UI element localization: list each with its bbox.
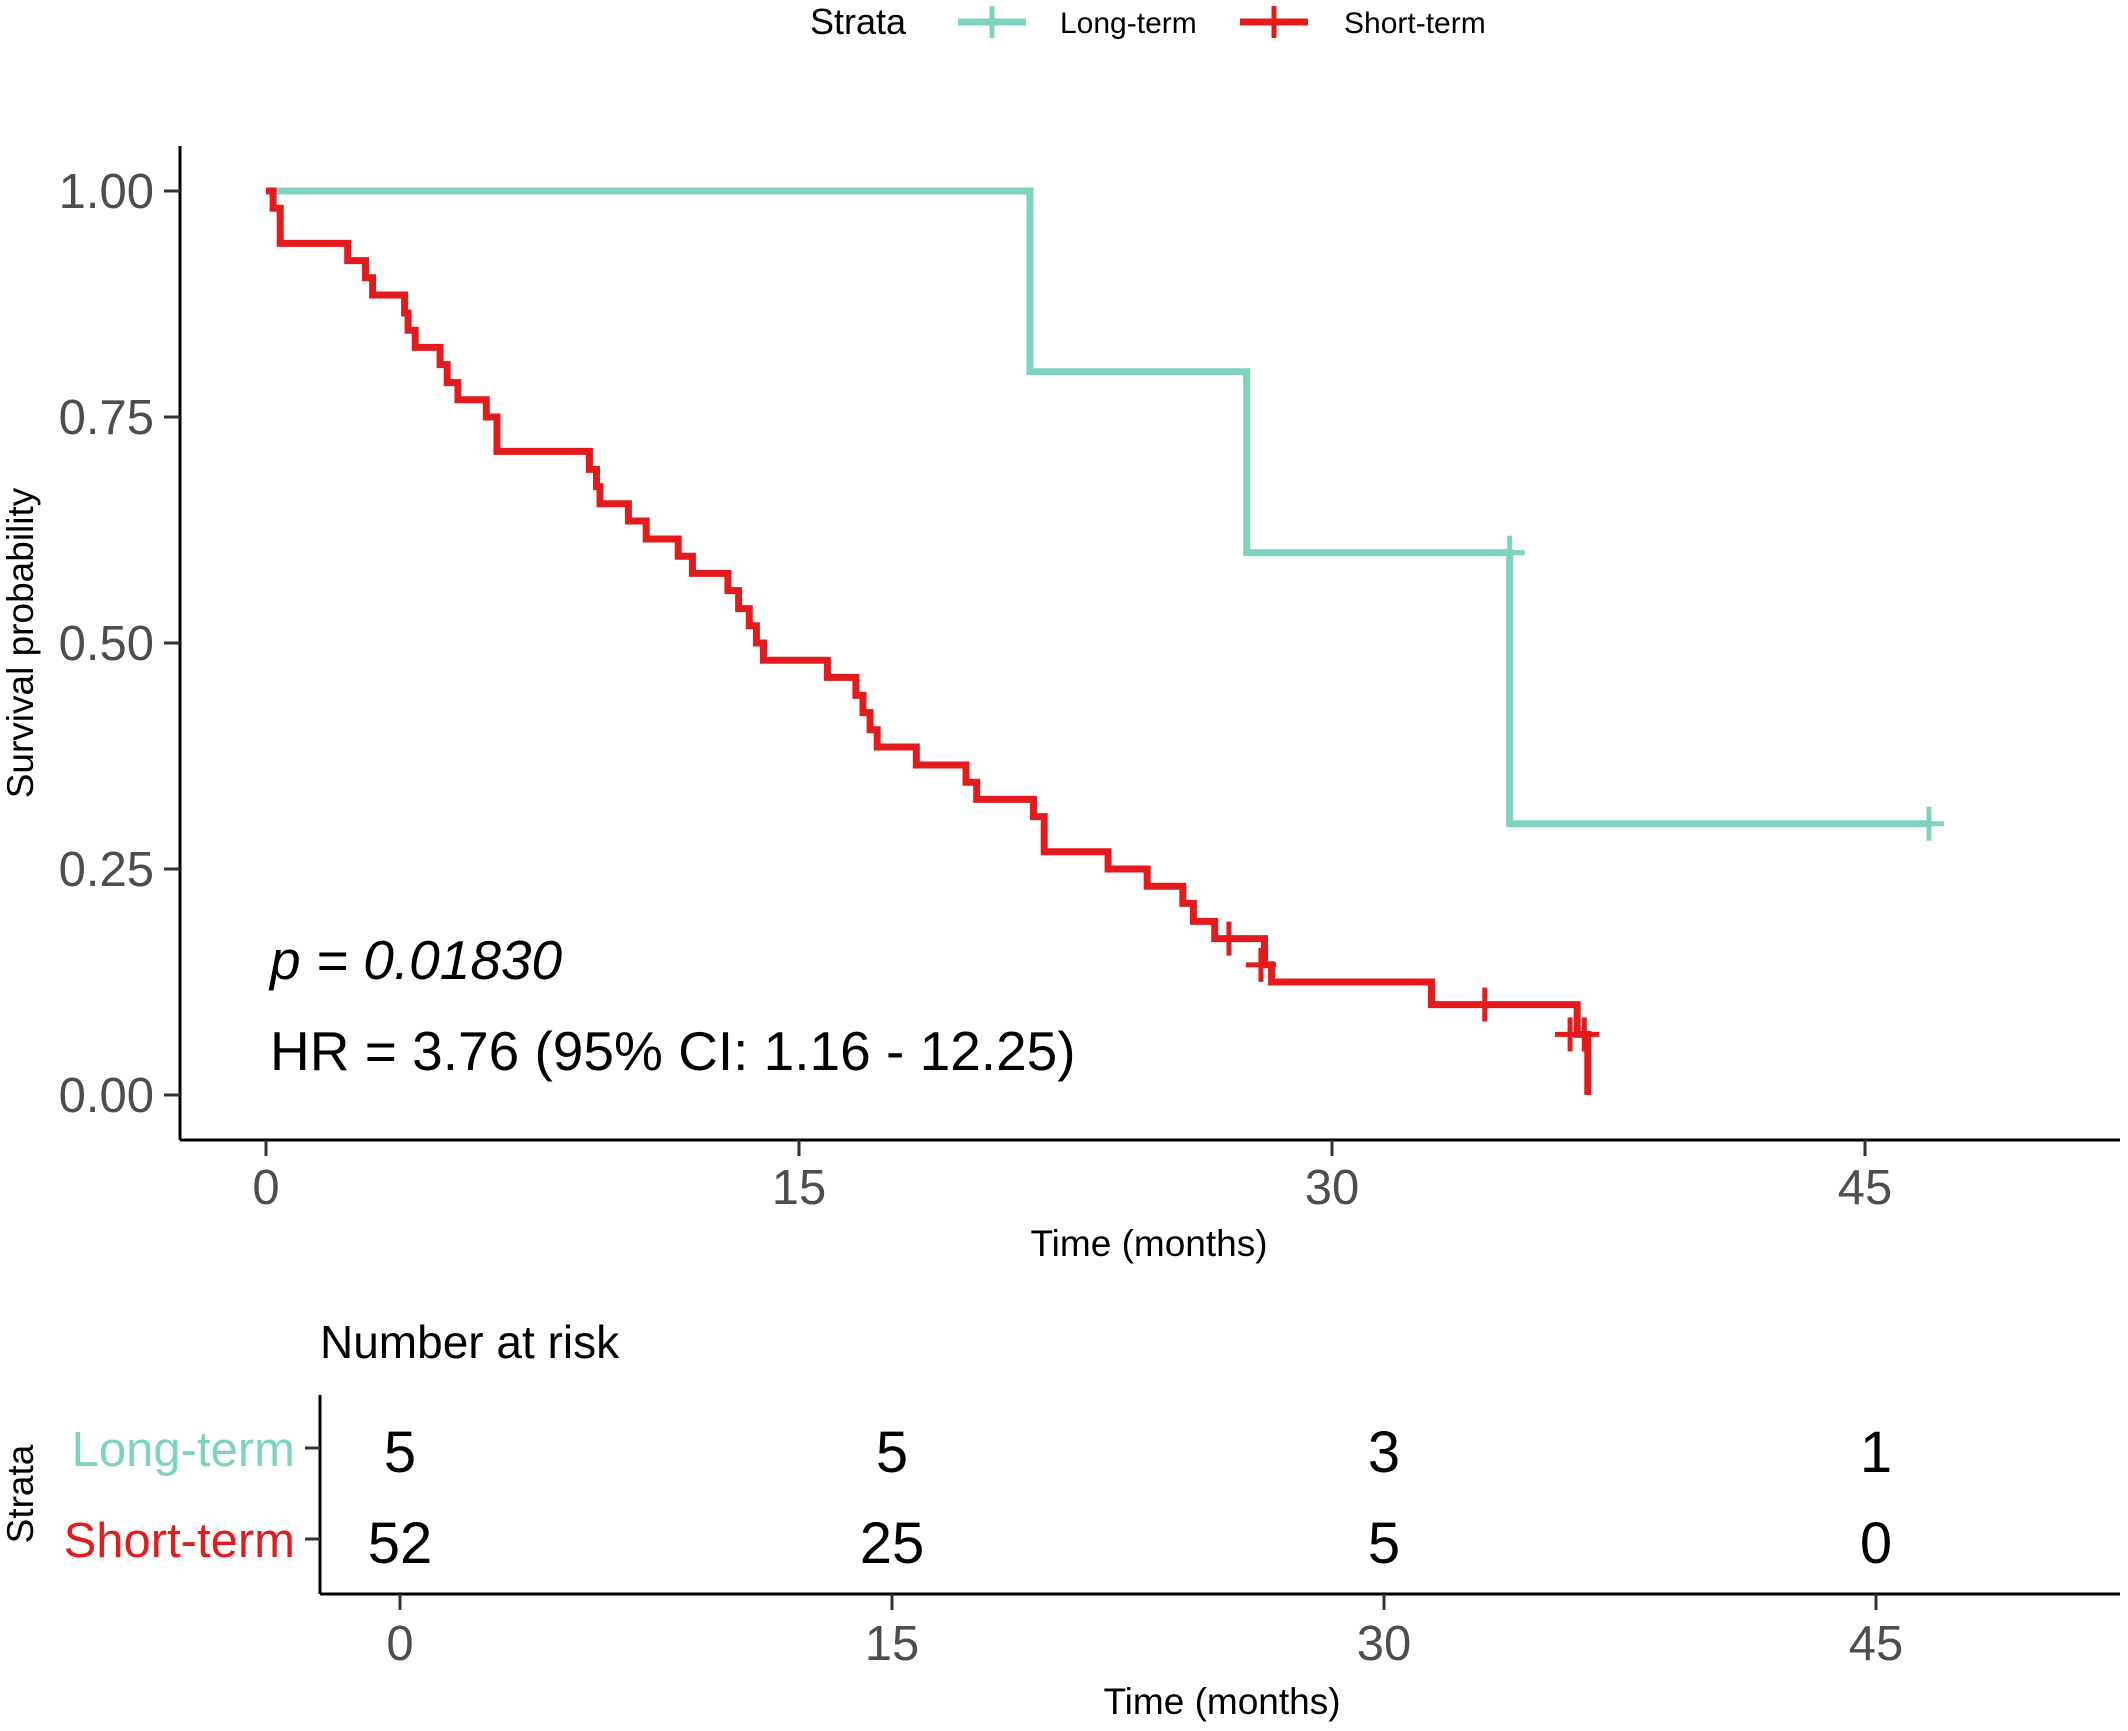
series-layer <box>266 187 1944 1095</box>
risk-x-tick-label: 15 <box>865 1617 920 1671</box>
risk-cell: 3 <box>1368 1420 1400 1485</box>
y-tick-label: 0.00 <box>59 1069 154 1123</box>
risk-x-tick-label: 45 <box>1849 1617 1904 1671</box>
risk-cell: 0 <box>1860 1511 1892 1576</box>
legend: Strata Long-term Short-term <box>810 1 1486 42</box>
legend-entry-short-term: Short-term <box>1240 6 1486 40</box>
risk-row-label-short-term: Short-term <box>64 1514 295 1568</box>
legend-label-long-term: Long-term <box>1060 7 1197 40</box>
risk-x-tick-label: 30 <box>1357 1617 1412 1671</box>
risk-cell: 5 <box>1368 1511 1400 1576</box>
x-tick-label: 0 <box>252 1161 279 1215</box>
y-tick-label: 0.25 <box>59 843 154 897</box>
p-value-annotation: p = 0.01830 <box>268 929 562 991</box>
y-ticks: 0.00 0.25 0.50 0.75 1.00 <box>59 165 180 1123</box>
risk-cell: 5 <box>384 1420 416 1485</box>
x-axis-title: Time (months) <box>1030 1223 1267 1264</box>
risk-strata-axis-title: Strata <box>0 1444 41 1543</box>
risk-cell: 5 <box>876 1420 908 1485</box>
x-tick-label: 45 <box>1838 1161 1893 1215</box>
risk-cell: 52 <box>368 1511 433 1576</box>
risk-x-ticks: 0 15 30 45 <box>386 1594 1903 1671</box>
risk-table: Number at risk Long-term Short-term Stra… <box>0 1316 2120 1722</box>
y-tick-label: 1.00 <box>59 165 154 219</box>
plot-panel: 0.00 0.25 0.50 0.75 1.00 0 15 30 45 Time (month… <box>0 146 2120 1264</box>
y-tick-label: 0.50 <box>59 617 154 671</box>
legend-label-short-term: Short-term <box>1344 7 1486 40</box>
hazard-ratio-annotation: HR = 3.76 (95% CI: 1.16 - 12.25) <box>270 1020 1076 1082</box>
x-ticks: 0 15 30 45 <box>252 1140 1892 1215</box>
risk-x-tick-label: 0 <box>386 1617 413 1671</box>
risk-table-title: Number at risk <box>320 1316 620 1368</box>
x-tick-label: 15 <box>772 1161 827 1215</box>
risk-x-axis-title: Time (months) <box>1103 1681 1340 1722</box>
y-axis-title: Survival probability <box>0 487 41 798</box>
y-tick-label: 0.75 <box>59 391 154 445</box>
legend-title: Strata <box>810 1 907 42</box>
survival-curve-short-term <box>266 187 1592 1095</box>
legend-entry-long-term: Long-term <box>958 6 1197 40</box>
risk-row-label-long-term: Long-term <box>72 1423 295 1477</box>
risk-cell: 1 <box>1860 1420 1892 1485</box>
risk-cell: 25 <box>860 1511 925 1576</box>
x-tick-label: 30 <box>1305 1161 1360 1215</box>
risk-cells: 5 5 3 1 52 25 5 0 <box>368 1420 1892 1576</box>
survival-curve-long-term <box>266 187 1929 828</box>
